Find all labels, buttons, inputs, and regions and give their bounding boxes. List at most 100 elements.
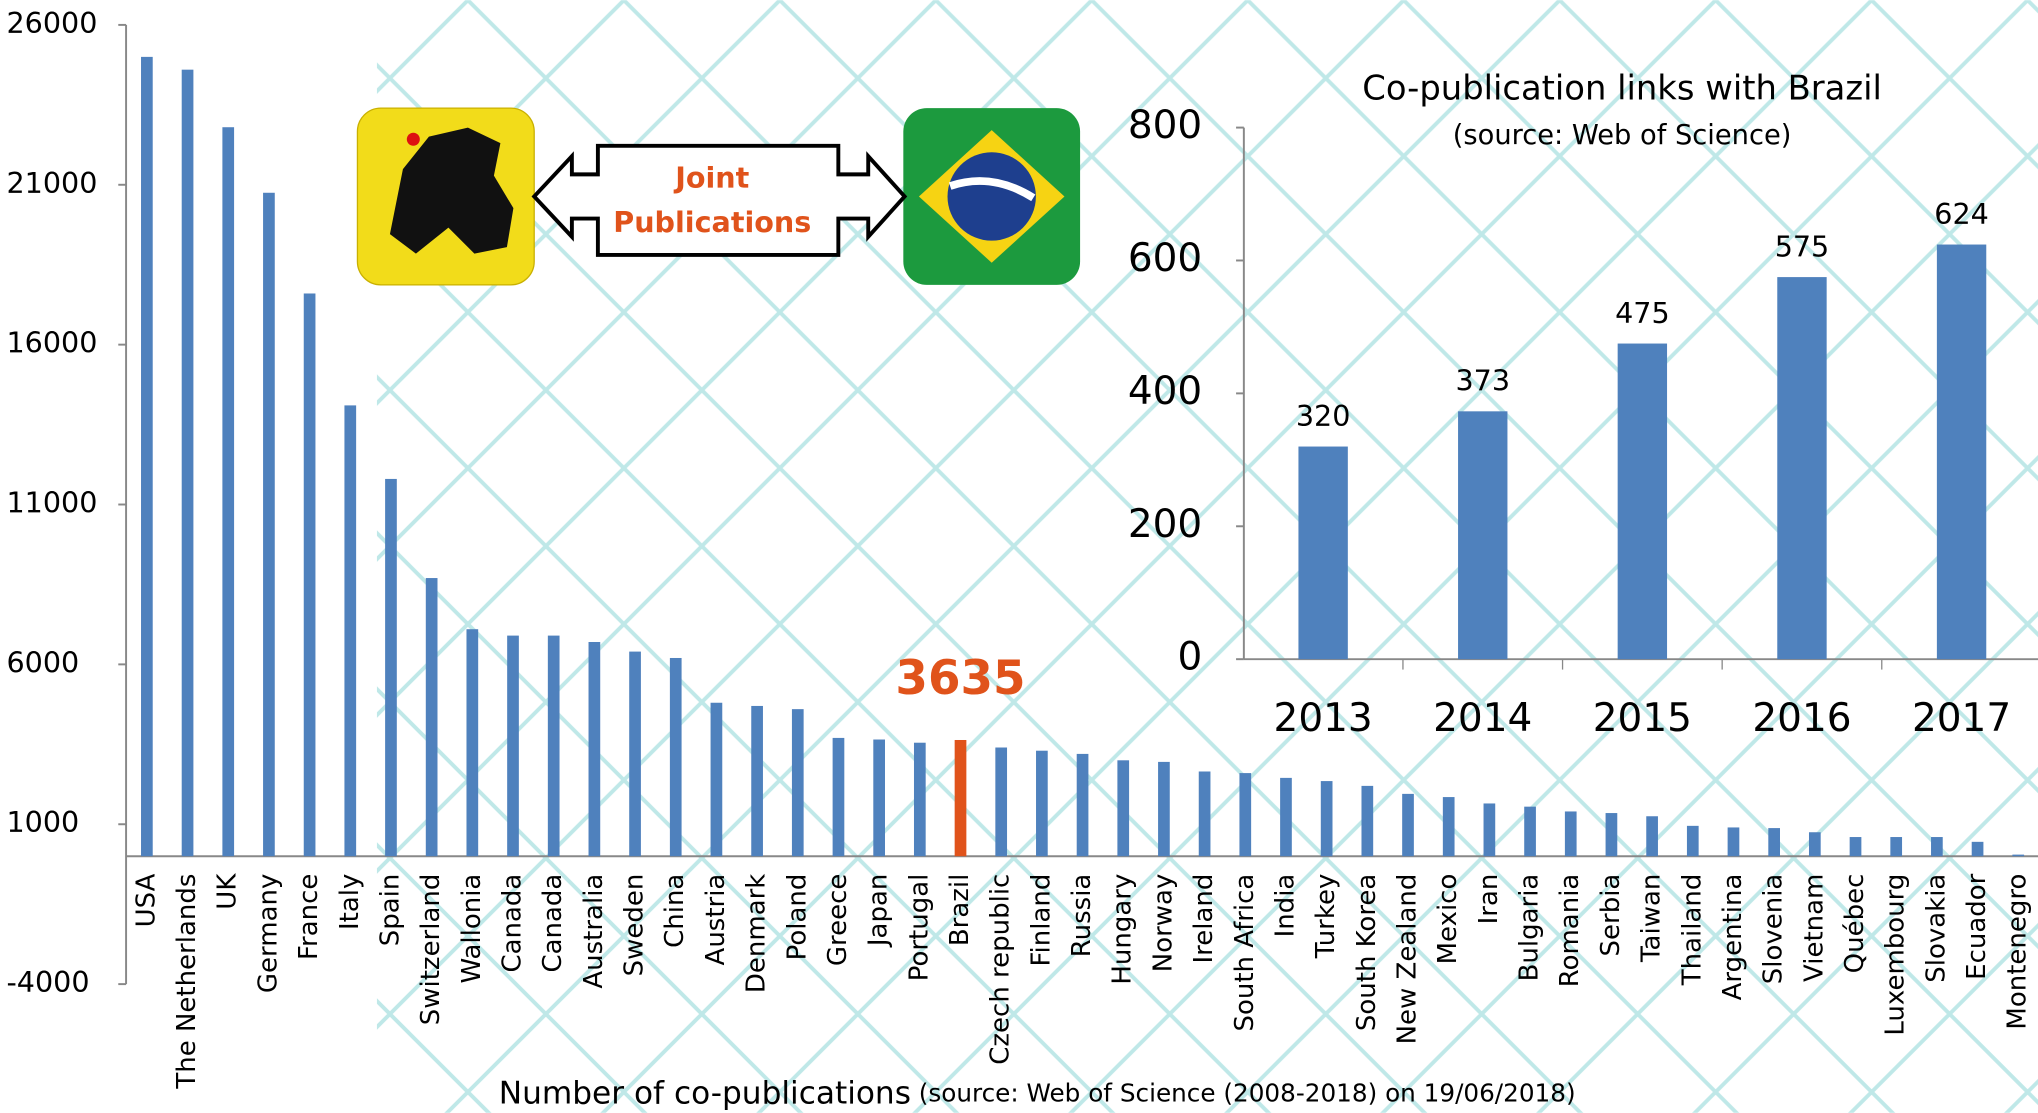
x-tick-label: Thailand — [1677, 874, 1707, 987]
x-tick-label: Ireland — [1189, 874, 1219, 964]
bar — [1937, 245, 1986, 660]
bar — [1158, 762, 1170, 856]
bar — [711, 703, 723, 856]
y-tick-label: 200 — [1128, 502, 1202, 547]
x-tick-label: Finland — [1026, 874, 1056, 967]
x-tick-label: Serbia — [1596, 874, 1626, 957]
x-tick-label: Portugal — [904, 874, 934, 982]
bar — [1890, 837, 1902, 856]
bar — [1298, 447, 1347, 660]
bar — [873, 740, 885, 857]
bar — [1524, 807, 1536, 857]
bar — [1077, 754, 1089, 856]
bar — [629, 652, 641, 857]
bar — [751, 706, 763, 856]
bar — [1117, 760, 1129, 856]
x-tick-label: Australia — [579, 874, 609, 989]
bar — [589, 642, 601, 856]
bar — [995, 748, 1007, 857]
bar — [1280, 778, 1292, 856]
x-tick-label: Japan — [864, 874, 894, 948]
x-tick-label: India — [1270, 874, 1300, 938]
x-tick-label: Montenegro — [2003, 874, 2033, 1030]
bar — [182, 70, 194, 857]
x-tick-label: China — [660, 874, 690, 948]
bar — [1321, 781, 1333, 856]
bar — [1239, 773, 1251, 856]
bar — [1687, 826, 1699, 856]
bar — [466, 629, 478, 856]
chart-title: Co-publication links with Brazil — [1362, 68, 1882, 107]
y-tick-label: 0 — [1177, 635, 1202, 680]
bar — [1402, 794, 1414, 856]
x-tick-label: Italy — [335, 874, 365, 930]
data-label: 475 — [1615, 296, 1670, 330]
bar — [1484, 803, 1496, 856]
y-tick-label: 11000 — [6, 486, 97, 520]
bar — [1768, 828, 1780, 856]
x-tick-label: Austria — [701, 874, 731, 966]
x-tick-label: Iran — [1474, 874, 1504, 925]
y-tick-label: 400 — [1128, 369, 1202, 414]
bar — [1565, 811, 1577, 856]
bar — [1728, 827, 1740, 856]
x-tick-label: France — [294, 874, 324, 960]
bar — [1809, 832, 1821, 856]
x-tick-label: Switzerland — [416, 874, 446, 1026]
x-tick-label: Mexico — [1433, 874, 1463, 965]
bar — [263, 193, 275, 856]
bar — [1618, 344, 1667, 660]
y-tick-label: 600 — [1128, 236, 1202, 281]
x-tick-label: Hungary — [1108, 874, 1138, 985]
data-label: 575 — [1775, 230, 1830, 264]
bar — [1646, 816, 1658, 856]
bar — [304, 293, 316, 856]
x-tick-label: Germany — [253, 874, 283, 993]
brazil-flag — [903, 108, 1080, 285]
x-tick-label: Taiwan — [1637, 874, 1667, 963]
x-tick-label: South Africa — [1230, 874, 1260, 1032]
x-tick-label: 2014 — [1433, 696, 1532, 741]
bar — [914, 743, 926, 857]
x-tick-label: Québec — [1840, 874, 1870, 974]
data-label: 373 — [1455, 364, 1510, 398]
bar — [222, 127, 234, 856]
x-tick-label: Vietnam — [1799, 874, 1829, 982]
bar — [1443, 797, 1455, 856]
x-tick-label: Luxembourg — [1881, 874, 1911, 1036]
y-tick-label: 21000 — [6, 166, 97, 200]
y-tick-label: 16000 — [6, 326, 97, 360]
bar — [344, 405, 356, 856]
bar — [426, 578, 438, 856]
x-tick-label: Turkey — [1311, 874, 1341, 960]
x-tick-label: Romania — [1555, 874, 1585, 988]
data-label: 624 — [1934, 197, 1989, 231]
bar — [1606, 813, 1618, 856]
bar — [385, 479, 397, 856]
bar — [1199, 771, 1211, 856]
bar — [507, 636, 519, 857]
x-tick-label: Brazil — [945, 874, 975, 947]
x-tick-label: Sweden — [620, 874, 650, 977]
chart-subtitle: (source: Web of Science) — [1453, 120, 1792, 151]
x-tick-label: Greece — [823, 874, 853, 966]
x-tick-label: 2016 — [1752, 696, 1851, 741]
x-tick-label: Canada — [498, 874, 528, 973]
y-tick-label: -4000 — [6, 965, 89, 999]
bar — [1931, 837, 1943, 856]
chart: JointPublications -400010006000110001600… — [0, 0, 2038, 1113]
x-tick-label: Bulgaria — [1515, 874, 1545, 982]
bar — [2012, 855, 2024, 857]
x-tick-label: Russia — [1067, 874, 1097, 958]
x-tick-label: South Korea — [1352, 874, 1382, 1031]
x-tick-label: UK — [213, 873, 243, 910]
x-tick-label: Spain — [375, 874, 405, 947]
bar — [1458, 411, 1507, 659]
bar — [955, 740, 967, 856]
data-label: 3635 — [895, 652, 1025, 706]
bar — [1777, 277, 1826, 659]
x-tick-label: Slovenia — [1759, 874, 1789, 985]
y-tick-label: 6000 — [6, 645, 79, 679]
x-tick-label: Norway — [1148, 874, 1178, 973]
data-label: 320 — [1296, 399, 1351, 433]
